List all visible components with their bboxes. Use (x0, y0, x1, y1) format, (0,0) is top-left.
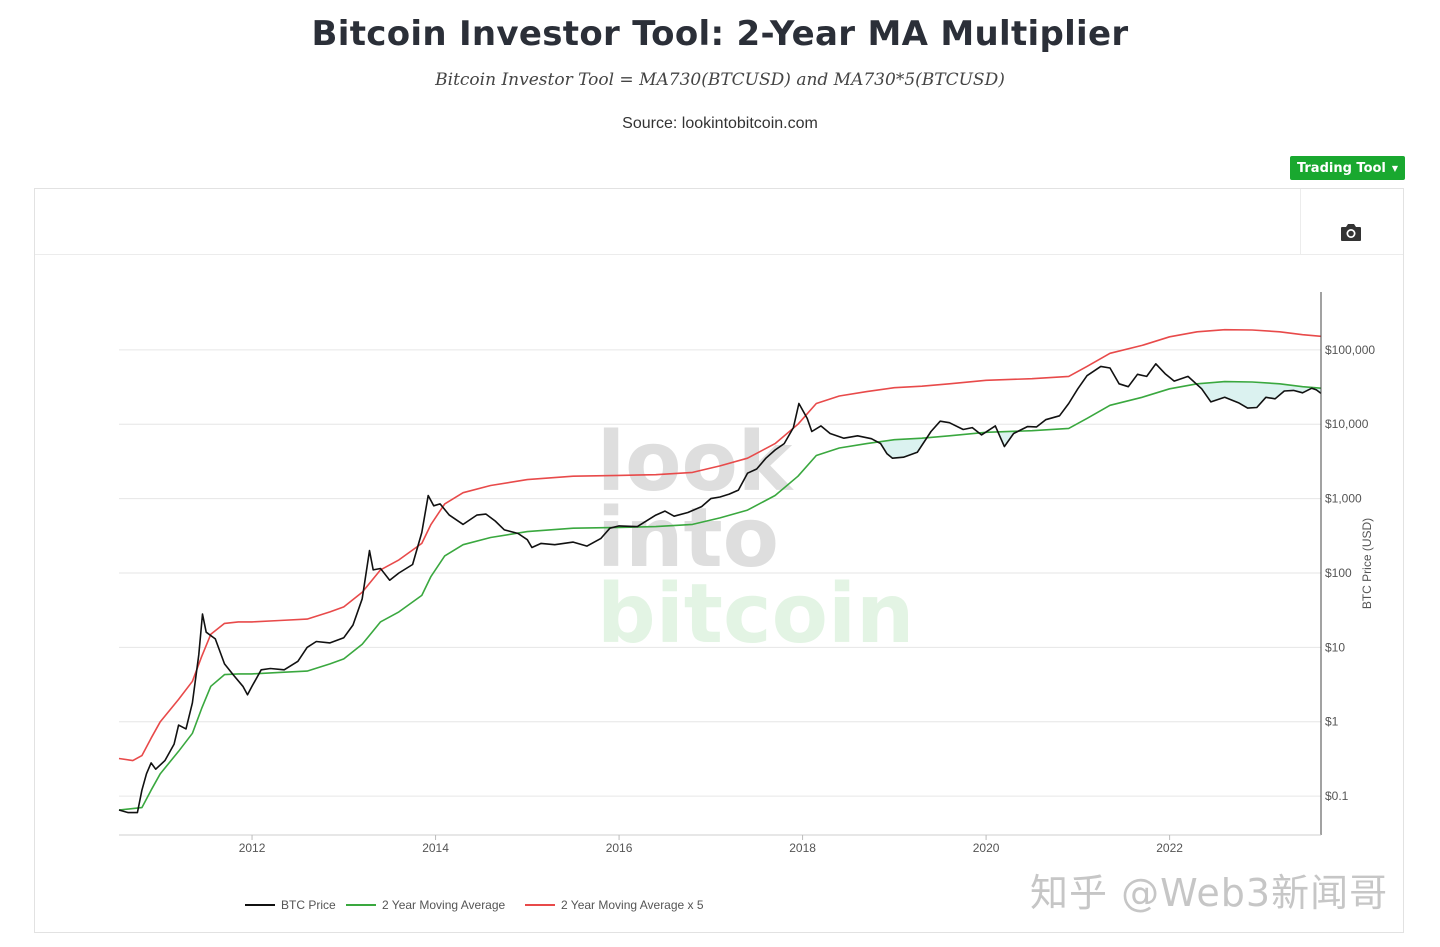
page-title: Bitcoin Investor Tool: 2-Year MA Multipl… (311, 14, 1129, 54)
chart-toolbar (35, 189, 1403, 255)
y-tick-label: $10,000 (1325, 417, 1369, 431)
y-axis-title: BTC Price (USD) (1360, 518, 1374, 609)
x-tick-label: 2012 (239, 841, 266, 855)
x-tick-label: 2020 (973, 841, 1000, 855)
legend-label-price: BTC Price (281, 898, 336, 912)
camera-icon[interactable] (1339, 221, 1363, 243)
corner-watermark: 知乎 @Web3新闻哥 (1030, 871, 1389, 915)
trading-tool-label: Trading Tool (1296, 160, 1386, 176)
x-tick-label: 2016 (606, 841, 633, 855)
y-tick-label: $1,000 (1325, 492, 1362, 506)
series-line-ma5 (118, 328, 1322, 762)
formula: Bitcoin Investor Tool = MA730(BTCUSD) an… (435, 70, 1005, 90)
trading-tool-button[interactable]: Trading Tool ▼ (1290, 156, 1405, 180)
x-tick-label: 2014 (422, 841, 449, 855)
below-ma-fill (1197, 381, 1321, 409)
x-tick-label: 2022 (1156, 841, 1183, 855)
watermark-logo: look into bitcoin (597, 415, 914, 662)
y-tick-label: $100,000 (1325, 343, 1375, 357)
y-tick-label: $100 (1325, 566, 1352, 580)
y-tick-label: $10 (1325, 640, 1345, 654)
chevron-down-icon: ▼ (1391, 163, 1399, 173)
legend-label-ma: 2 Year Moving Average (382, 898, 506, 912)
chart-panel (34, 188, 1404, 933)
watermark-bitcoin: bitcoin (597, 567, 914, 662)
watermark-into: into (597, 491, 779, 586)
y-tick-label: $0.1 (1325, 789, 1349, 803)
legend-label-ma5: 2 Year Moving Average x 5 (561, 898, 704, 912)
series-line-ma (118, 380, 1322, 811)
series-line-price (118, 363, 1322, 814)
source-text: Source: lookintobitcoin.com (622, 115, 818, 132)
y-tick-label: $1 (1325, 715, 1339, 729)
x-tick-label: 2018 (789, 841, 816, 855)
toolbar-divider (1300, 189, 1301, 255)
